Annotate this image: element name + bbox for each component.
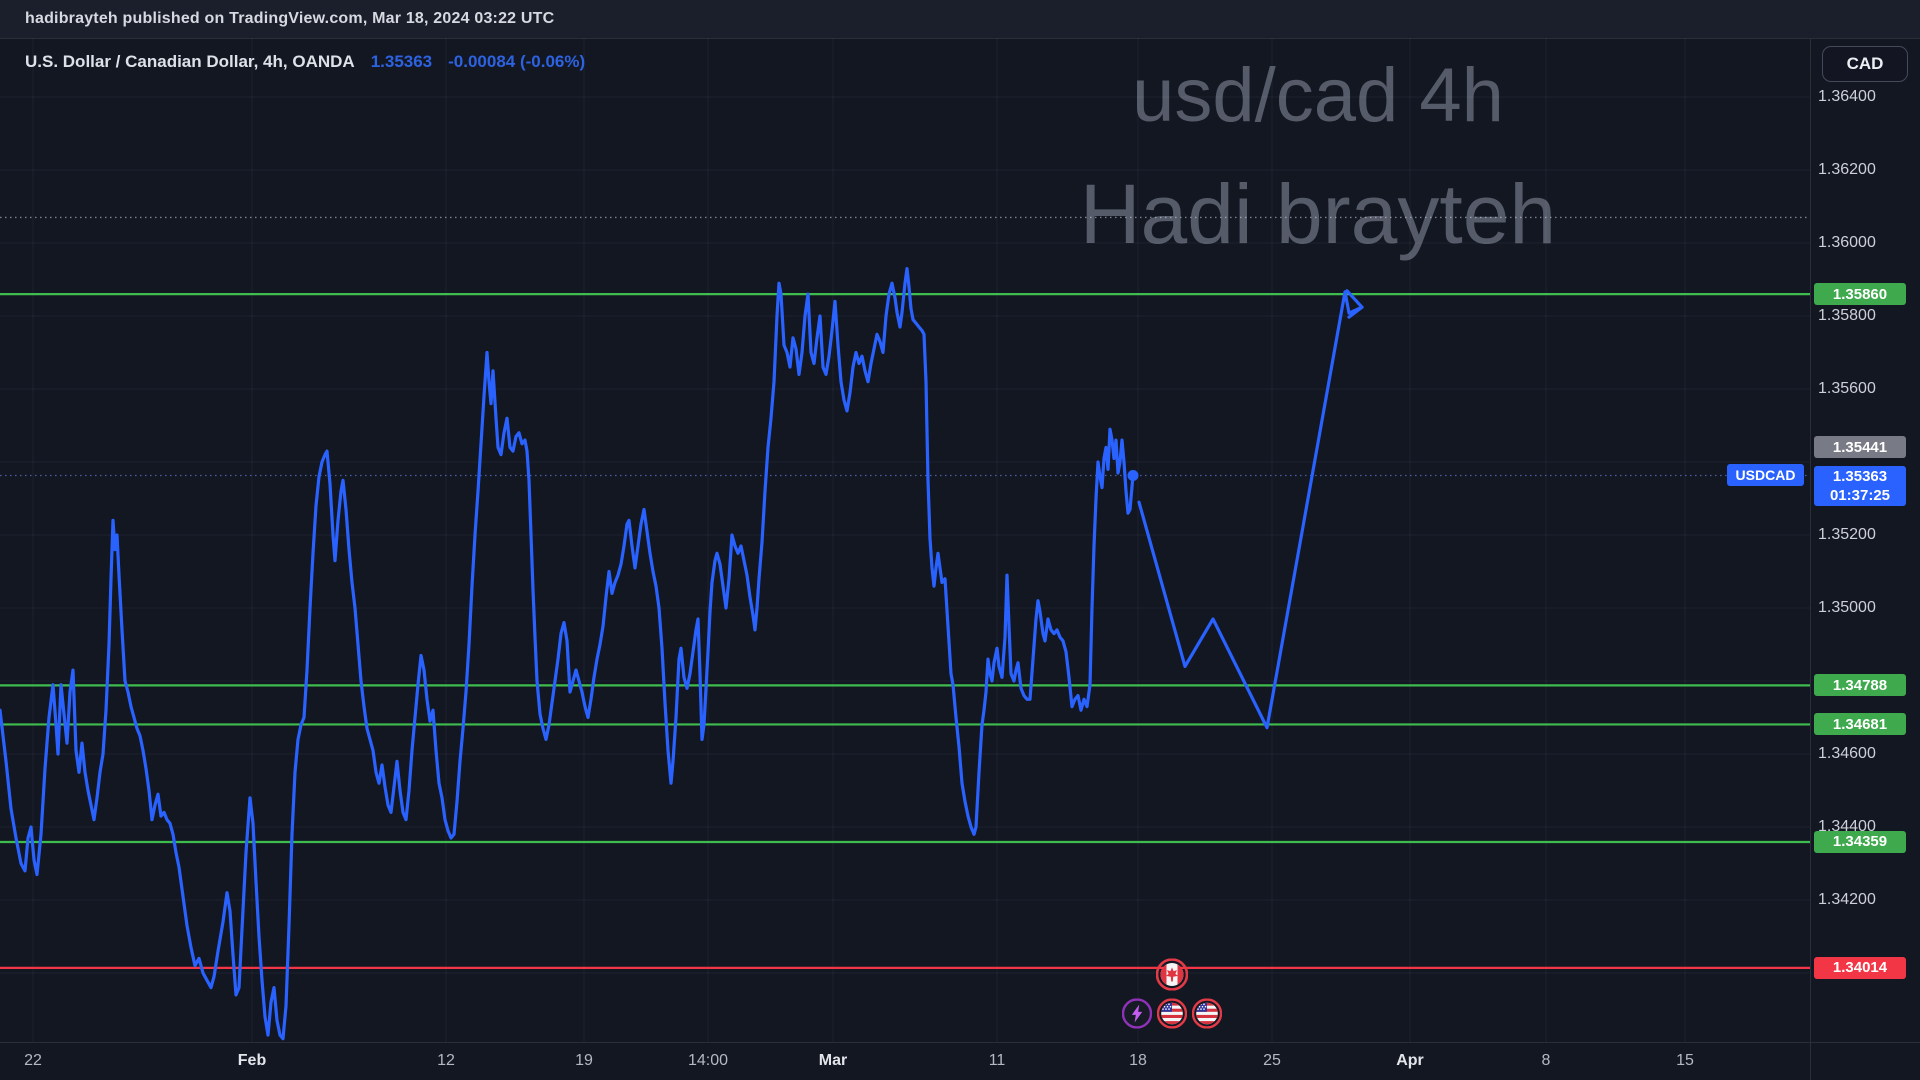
price-tick-label: 1.36000 [1818, 234, 1876, 251]
plot-group [0, 38, 1810, 1042]
level-price-badge[interactable]: 1.34014 [1814, 956, 1906, 979]
time-tick-label: 14:00 [687, 1052, 729, 1069]
price-tick-label: 1.35800 [1818, 307, 1876, 324]
us-flag-event-icon[interactable] [1156, 998, 1188, 1034]
price-tick-label: 1.35000 [1818, 599, 1876, 616]
price-tick-label: 1.35200 [1818, 526, 1876, 543]
current-price-badge: 1.35363 01:37:25 [1814, 465, 1906, 506]
time-tick-label: Feb [237, 1052, 267, 1069]
price-line [0, 267, 1135, 1041]
time-tick-label: 19 [575, 1052, 593, 1069]
high-price-badge: 1.35441 [1814, 436, 1906, 459]
currency-toggle-button[interactable]: CAD [1822, 46, 1908, 82]
canada-flag-event-icon[interactable] [1155, 958, 1189, 996]
price-tick-label: 1.36200 [1818, 161, 1876, 178]
time-tick-label: 18 [1129, 1052, 1147, 1069]
watermark-title: usd/cad 4h [1132, 53, 1504, 138]
time-tick-label: 25 [1263, 1052, 1281, 1069]
level-price-badge[interactable]: 1.35860 [1814, 283, 1906, 306]
us-flag-event-icon[interactable] [1191, 998, 1223, 1034]
time-tick-label: 8 [1541, 1052, 1551, 1069]
price-tick-label: 1.34400 [1818, 818, 1876, 835]
lightning-event-icon[interactable] [1121, 998, 1153, 1034]
symbol-title[interactable]: U.S. Dollar / Canadian Dollar, 4h, OANDA [25, 52, 355, 71]
level-price-badge[interactable]: 1.34681 [1814, 713, 1906, 736]
last-price-dot [1127, 470, 1139, 482]
projection-arrowhead-icon [1345, 289, 1364, 319]
symbol-price-label: USDCAD [1727, 464, 1804, 486]
time-tick-label: 15 [1676, 1052, 1694, 1069]
watermark-author: Hadi brayteh [1079, 167, 1557, 261]
price-tick-label: 1.36400 [1818, 88, 1876, 105]
time-tick-label: 12 [437, 1052, 455, 1069]
chart-legend: U.S. Dollar / Canadian Dollar, 4h, OANDA… [25, 52, 585, 72]
publish-bar: hadibrayteh published on TradingView.com… [0, 0, 1920, 39]
price-axis[interactable]: 1.36400 1.36200 1.36000 1.35800 1.35600 1.352… [1810, 38, 1920, 1042]
level-price-badge[interactable]: 1.34788 [1814, 674, 1906, 697]
price-tick-label: 1.34200 [1818, 891, 1876, 908]
last-price-value: 1.35363 [370, 52, 433, 71]
time-axis[interactable]: 22 Feb 12 19 14:00 Mar 11 18 25 Apr 8 15 [0, 1042, 1920, 1080]
price-tick-label: 1.34600 [1818, 745, 1876, 762]
time-tick-label: 11 [988, 1052, 1006, 1069]
time-tick-label: Mar [818, 1052, 848, 1069]
projection-line[interactable] [1137, 290, 1364, 730]
current-price-value: 1.35363 [1832, 467, 1888, 485]
bar-countdown-timer: 01:37:25 [1829, 486, 1891, 504]
level-price-badge[interactable]: 1.34359 [1814, 830, 1906, 853]
price-tick-label: 1.35600 [1818, 380, 1876, 397]
publish-bar-text: hadibrayteh published on TradingView.com… [25, 10, 555, 27]
time-tick-label: 22 [24, 1052, 42, 1069]
time-tick-label: Apr [1396, 1052, 1424, 1069]
price-change-value: -0.00084 (-0.06%) [448, 52, 586, 71]
